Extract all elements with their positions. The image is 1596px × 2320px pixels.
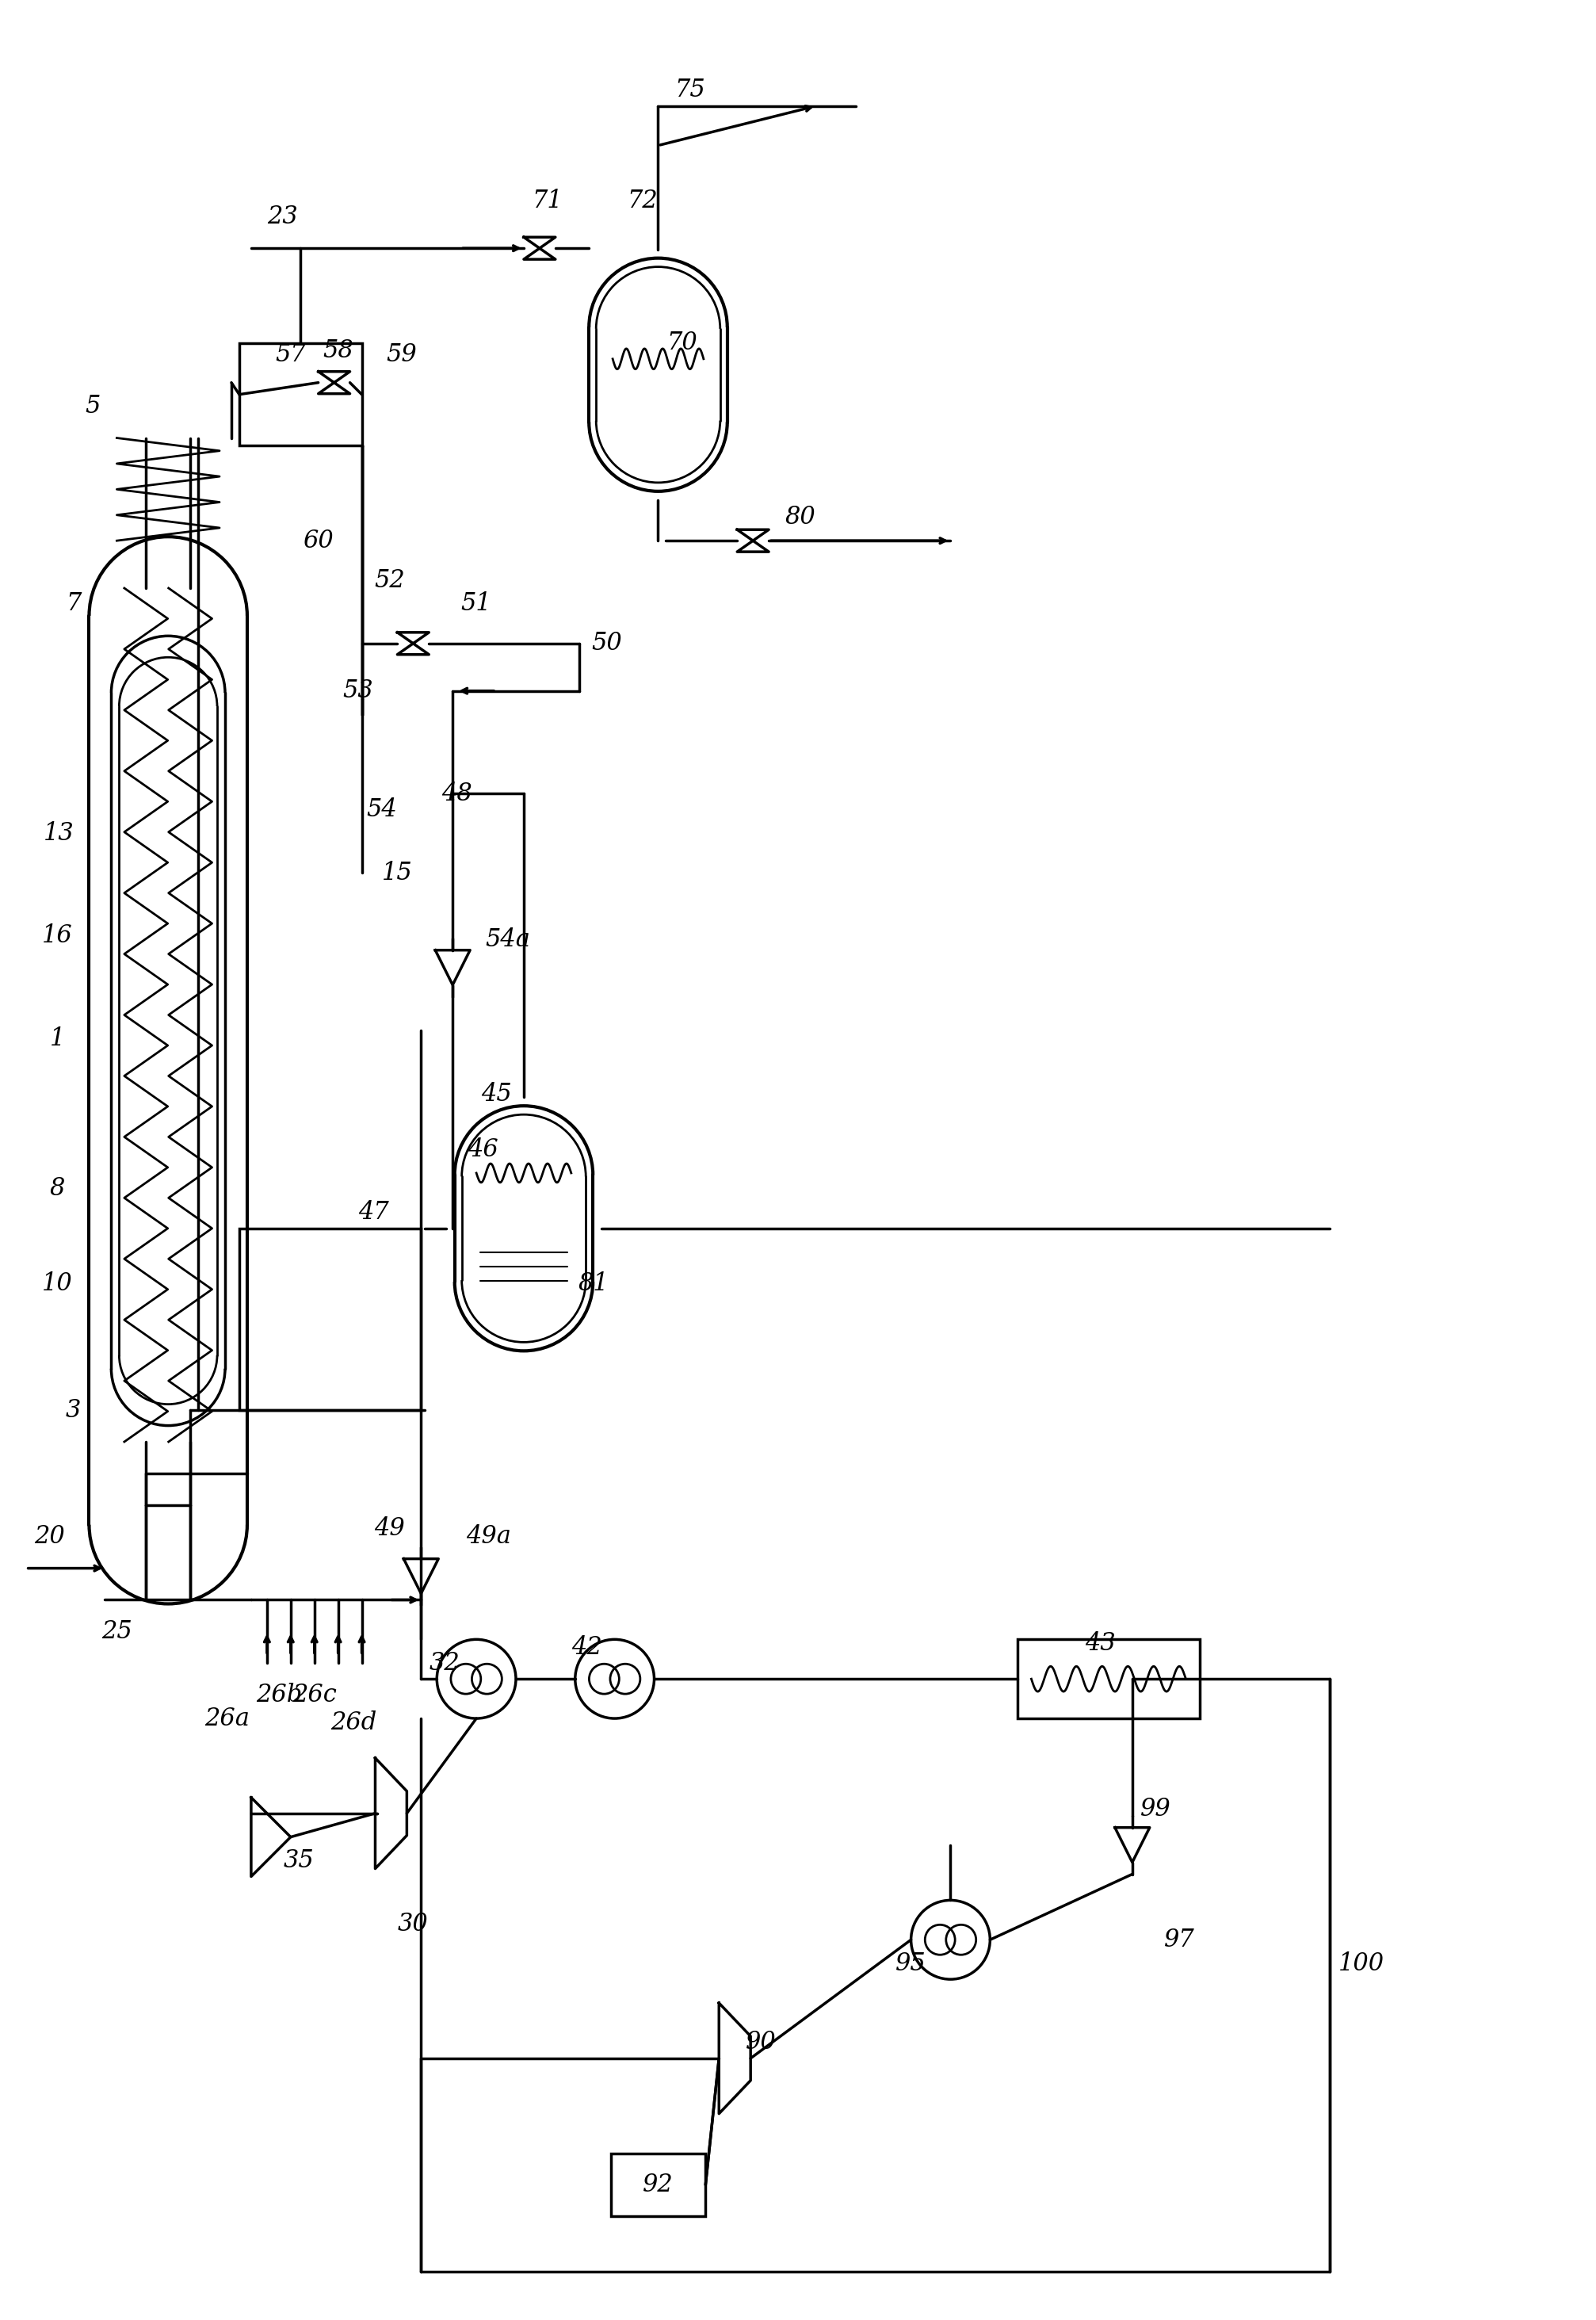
Text: 49a: 49a xyxy=(466,1524,511,1550)
Text: 26a: 26a xyxy=(204,1705,251,1731)
Text: 92: 92 xyxy=(643,2172,674,2197)
Text: 54a: 54a xyxy=(485,928,530,951)
Text: 43: 43 xyxy=(1085,1631,1116,1656)
Text: 81: 81 xyxy=(578,1271,608,1297)
Text: 51: 51 xyxy=(461,592,492,617)
Text: 26b: 26b xyxy=(255,1682,302,1708)
Text: 47: 47 xyxy=(358,1199,389,1225)
Text: 1: 1 xyxy=(49,1025,65,1051)
Text: 72: 72 xyxy=(627,188,658,213)
Text: 5: 5 xyxy=(85,394,101,418)
Text: 50: 50 xyxy=(591,631,622,657)
Bar xyxy=(239,343,362,445)
Text: 90: 90 xyxy=(745,2030,776,2056)
Polygon shape xyxy=(251,1798,290,1877)
Text: 49: 49 xyxy=(373,1517,404,1540)
Text: 52: 52 xyxy=(373,568,404,592)
Text: 23: 23 xyxy=(267,204,298,230)
Text: 10: 10 xyxy=(41,1271,73,1297)
Text: 59: 59 xyxy=(386,343,417,367)
Text: 75: 75 xyxy=(674,79,705,102)
Text: 60: 60 xyxy=(303,529,334,552)
Text: 13: 13 xyxy=(43,821,75,844)
Text: 35: 35 xyxy=(282,1849,314,1872)
Bar xyxy=(1017,1640,1199,1719)
Text: 3: 3 xyxy=(65,1399,81,1422)
Text: 70: 70 xyxy=(666,332,697,355)
Polygon shape xyxy=(375,1759,407,1868)
Text: 57: 57 xyxy=(275,343,306,367)
Text: 45: 45 xyxy=(480,1081,511,1107)
Text: 30: 30 xyxy=(397,1912,428,1937)
Text: 16: 16 xyxy=(41,923,73,949)
Text: 53: 53 xyxy=(342,677,373,703)
Text: 46: 46 xyxy=(468,1137,498,1162)
Text: 100: 100 xyxy=(1337,1951,1384,1977)
Text: 99: 99 xyxy=(1140,1798,1171,1821)
Text: 7: 7 xyxy=(65,592,81,617)
Text: 54: 54 xyxy=(365,798,397,821)
Text: 42: 42 xyxy=(571,1636,602,1659)
Text: 15: 15 xyxy=(381,861,412,884)
Text: 26c: 26c xyxy=(292,1682,337,1708)
Text: 58: 58 xyxy=(322,339,353,364)
Text: 32: 32 xyxy=(429,1652,460,1675)
Text: 20: 20 xyxy=(34,1524,65,1550)
Bar xyxy=(610,2153,705,2216)
Text: 25: 25 xyxy=(102,1619,132,1645)
Text: 97: 97 xyxy=(1163,1928,1194,1951)
Bar xyxy=(239,1227,421,1411)
Text: 26d: 26d xyxy=(330,1710,377,1735)
Polygon shape xyxy=(718,2002,750,2114)
Text: 71: 71 xyxy=(531,188,562,213)
Text: 95: 95 xyxy=(895,1951,926,1977)
Text: 8: 8 xyxy=(49,1176,65,1202)
Text: 48: 48 xyxy=(440,782,472,805)
Text: 80: 80 xyxy=(785,506,816,529)
